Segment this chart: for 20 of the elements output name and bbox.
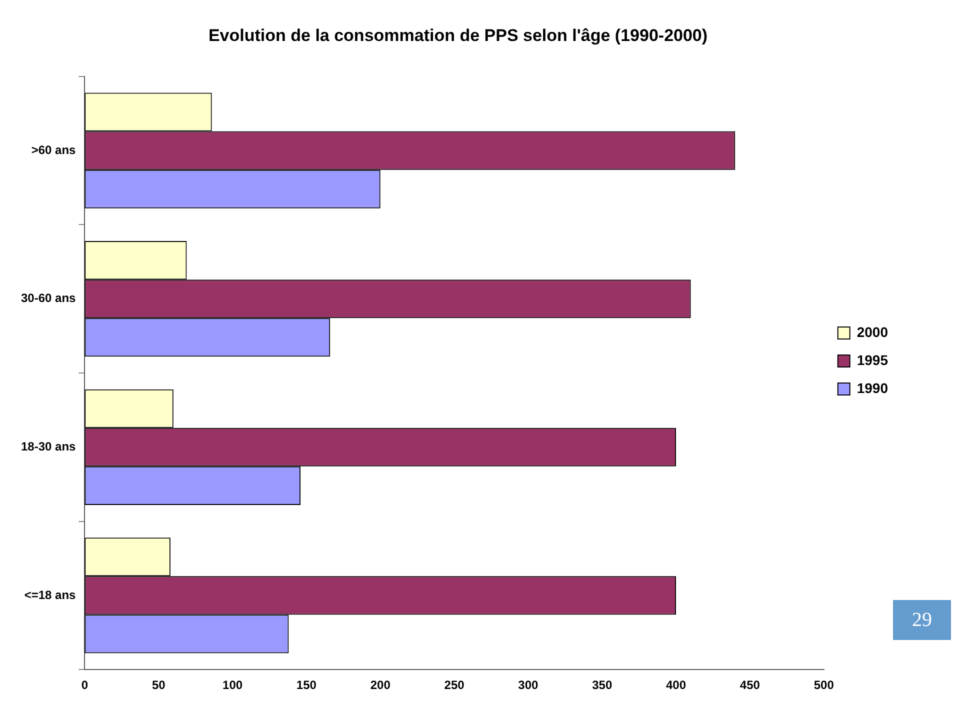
legend-label: 1995	[856, 352, 888, 368]
x-tick-label: 500	[814, 678, 834, 692]
x-tick-label: 350	[592, 678, 612, 692]
x-tick-label: 100	[222, 678, 243, 692]
x-tick-label: 50	[152, 678, 166, 692]
legend-label: 1990	[856, 380, 888, 396]
x-tick-label: 400	[666, 678, 686, 692]
x-tick-label: 250	[444, 678, 465, 692]
text: 29	[893, 600, 951, 640]
chart-title: Evolution de la consommation de PPS selon l'âge (1990-2000)	[208, 26, 708, 45]
y-tick-label: 30-60 ans	[21, 291, 76, 306]
legend-label: 2000	[856, 324, 888, 340]
y-tick-label: >60 ans	[31, 142, 76, 157]
x-tick-label: 450	[740, 678, 760, 692]
y-tick-label: 18-30 ans	[21, 439, 76, 454]
x-tick-label: 300	[518, 678, 539, 692]
y-tick-label: <=18 ans	[24, 588, 76, 602]
x-tick-label: 150	[296, 678, 317, 692]
x-tick-label: 200	[370, 678, 391, 692]
x-tick-label: 0	[81, 678, 88, 692]
